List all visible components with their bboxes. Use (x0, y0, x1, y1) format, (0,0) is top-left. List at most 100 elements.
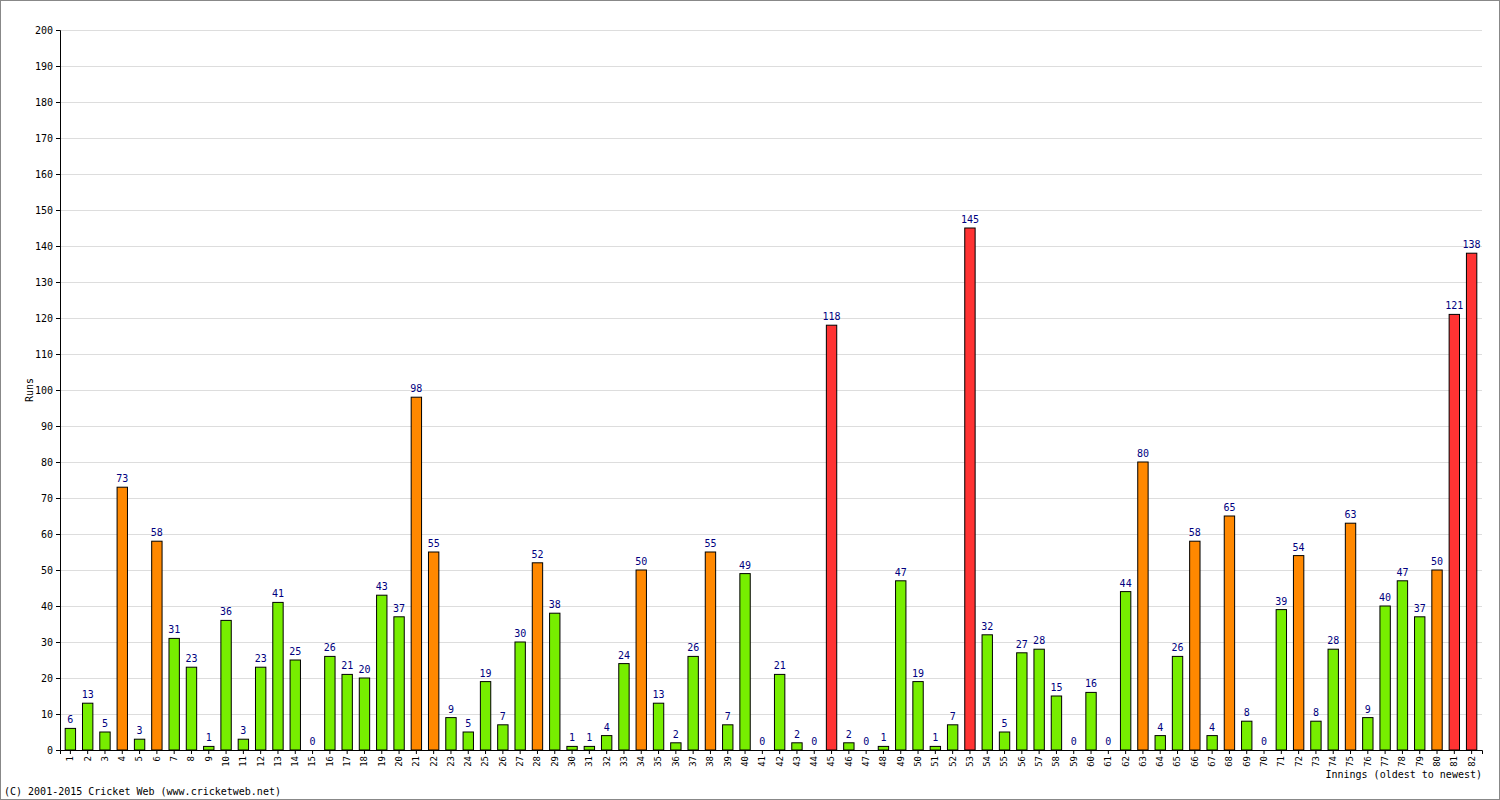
y-tick-mark (56, 678, 60, 679)
data-label: 40 (1379, 592, 1391, 603)
grid-line (60, 30, 1482, 31)
grid-line (60, 462, 1482, 463)
bar (861, 750, 871, 751)
bar (636, 570, 646, 750)
bar (1432, 570, 1442, 750)
bar (1415, 617, 1425, 750)
x-tick-mark (796, 750, 797, 754)
x-tick-label: 31 (584, 756, 594, 767)
x-tick: 47 (861, 750, 871, 767)
bar (1311, 721, 1321, 750)
y-tick: 10 (41, 709, 60, 720)
x-tick-label: 17 (342, 756, 352, 767)
x-tick: 36 (671, 750, 681, 767)
bar (411, 397, 421, 750)
x-tick-label: 5 (134, 756, 144, 761)
x-tick: 68 (1224, 750, 1234, 767)
y-tick: 80 (41, 457, 60, 468)
x-tick-mark (399, 750, 400, 754)
data-label: 21 (774, 660, 786, 671)
data-label: 4 (1209, 722, 1215, 733)
x-tick-mark (1419, 750, 1420, 754)
x-tick: 64 (1155, 750, 1165, 767)
bar (1363, 718, 1373, 750)
y-tick-label: 150 (35, 205, 53, 216)
x-tick-label: 3 (100, 756, 110, 761)
x-tick-mark (883, 750, 884, 754)
x-tick: 15 (307, 750, 317, 767)
y-tick-label: 90 (41, 421, 53, 432)
x-tick: 74 (1328, 750, 1338, 767)
x-tick-mark (329, 750, 330, 754)
x-tick-mark (641, 750, 642, 754)
x-tick-mark (502, 750, 503, 754)
data-label: 7 (950, 711, 956, 722)
y-axis-title: Runs (24, 378, 35, 402)
x-tick-label: 47 (861, 756, 871, 767)
data-label: 0 (811, 736, 817, 747)
bar (1034, 649, 1044, 750)
x-tick-mark (710, 750, 711, 754)
x-tick-label: 40 (740, 756, 750, 767)
x-tick: 26 (498, 750, 508, 767)
y-tick-mark (56, 534, 60, 535)
x-tick-mark (70, 750, 71, 754)
x-tick: 50 (913, 750, 923, 767)
y-tick-mark (56, 138, 60, 139)
y-tick-mark (56, 570, 60, 571)
x-tick-label: 9 (204, 756, 214, 761)
bar (1293, 556, 1303, 750)
x-tick-label: 46 (844, 756, 854, 767)
bar (1328, 649, 1338, 750)
x-tick-mark (122, 750, 123, 754)
data-label: 65 (1223, 502, 1235, 513)
data-label: 47 (895, 567, 907, 578)
data-label: 5 (102, 718, 108, 729)
data-label: 2 (794, 729, 800, 740)
x-tick: 10 (221, 750, 231, 767)
footer-note: (C) 2001-2015 Cricket Web (www.cricketwe… (4, 786, 281, 797)
x-tick-label: 35 (653, 756, 663, 767)
x-tick: 52 (948, 750, 958, 767)
x-tick-label: 21 (411, 756, 421, 767)
data-label: 26 (1172, 642, 1184, 653)
data-label: 8 (1244, 707, 1250, 718)
x-tick-label: 76 (1363, 756, 1373, 767)
x-tick-mark (1056, 750, 1057, 754)
data-label: 50 (1431, 556, 1443, 567)
x-tick-label: 59 (1069, 756, 1079, 767)
x-tick: 46 (844, 750, 854, 767)
bar (480, 682, 490, 750)
data-label: 7 (725, 711, 731, 722)
bar (757, 750, 767, 751)
x-tick-mark (1298, 750, 1299, 754)
x-tick-mark (1091, 750, 1092, 754)
y-tick-label: 10 (41, 709, 53, 720)
x-tick-label: 2 (83, 756, 93, 761)
data-label: 98 (410, 383, 422, 394)
x-tick: 78 (1397, 750, 1407, 767)
y-tick-mark (56, 714, 60, 715)
y-tick-mark (56, 462, 60, 463)
x-tick-label: 74 (1328, 756, 1338, 767)
x-tick-label: 80 (1432, 756, 1442, 767)
bar (82, 703, 92, 750)
grid-line (60, 570, 1482, 571)
x-tick: 4 (117, 750, 127, 761)
x-tick-label: 66 (1190, 756, 1200, 767)
x-tick-label: 79 (1415, 756, 1425, 767)
x-tick-label: 67 (1207, 756, 1217, 767)
bar (982, 635, 992, 750)
x-tick-mark (1142, 750, 1143, 754)
bar (1138, 462, 1148, 750)
x-tick-mark (1004, 750, 1005, 754)
x-tick-mark (174, 750, 175, 754)
x-tick-label: 68 (1224, 756, 1234, 767)
x-tick: 49 (896, 750, 906, 767)
x-tick: 24 (463, 750, 473, 767)
x-tick: 38 (705, 750, 715, 767)
y-tick-label: 140 (35, 241, 53, 252)
bar (1397, 581, 1407, 750)
x-tick: 69 (1242, 750, 1252, 767)
x-tick-mark (1264, 750, 1265, 754)
